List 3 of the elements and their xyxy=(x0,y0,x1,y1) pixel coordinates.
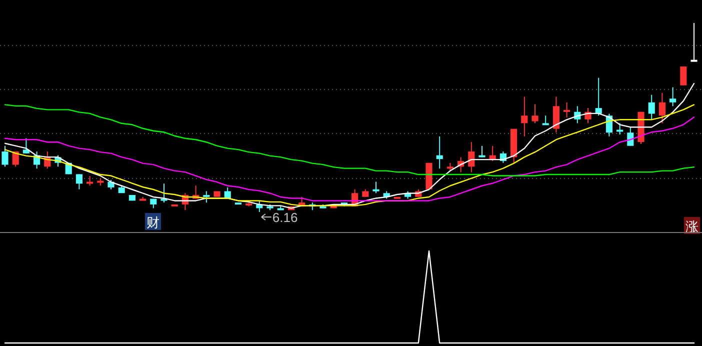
text: 涨 xyxy=(686,220,698,235)
annotation: 6.16 xyxy=(272,210,298,225)
text: 财 xyxy=(146,216,160,231)
